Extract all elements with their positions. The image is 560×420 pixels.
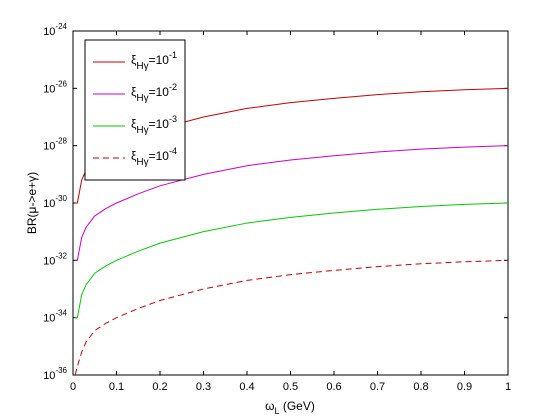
x-tick-label: 0.2 — [152, 381, 167, 393]
series-line-4 — [74, 259, 509, 376]
x-tick-label: 0.6 — [326, 381, 341, 393]
y-tick-label: 10-32 — [43, 251, 67, 267]
legend-label: ξHγ=10-2 — [131, 82, 177, 104]
x-axis-label: ωL (GeV) — [265, 399, 315, 416]
x-tick-label: 0 — [70, 381, 76, 393]
x-tick-label: 1 — [505, 381, 511, 393]
x-tick-label: 0.5 — [283, 381, 298, 393]
x-tick-label: 0.7 — [370, 381, 385, 393]
x-tick-label: 0.8 — [413, 381, 428, 393]
x-tick-label: 0.4 — [239, 381, 254, 393]
legend-label: ξHγ=10-4 — [131, 146, 177, 168]
axes-layer: 0 0.1 0.2 0.3 0.4 0.5 0.6 0.7 0.8 0.9 1 10-36 10-34 1… — [43, 22, 511, 393]
x-tick-label: 0.9 — [457, 381, 472, 393]
y-tick-label: 10-36 — [43, 366, 67, 382]
series-line-3 — [75, 202, 509, 319]
x-tick-label: 0.1 — [109, 381, 124, 393]
y-tick-label: 10-28 — [43, 137, 67, 153]
legend-label: ξHγ=10-3 — [131, 114, 177, 136]
legend: ξHγ=10-1 ξHγ=10-2 ξHγ=10-3 ξHγ=10-4 — [84, 39, 186, 181]
y-tick-label: 10-26 — [43, 79, 67, 95]
y-tick-label: 10-34 — [43, 309, 67, 325]
x-tick-label: 0.3 — [196, 381, 211, 393]
series-line-2 — [75, 145, 509, 261]
legend-label: ξHγ=10-1 — [131, 50, 177, 72]
y-axis-label: BR(μ->e+γ) — [25, 172, 39, 234]
y-tick-label: 10-24 — [43, 22, 67, 38]
legend-box — [84, 39, 186, 181]
y-tick-label: 10-30 — [43, 194, 67, 210]
